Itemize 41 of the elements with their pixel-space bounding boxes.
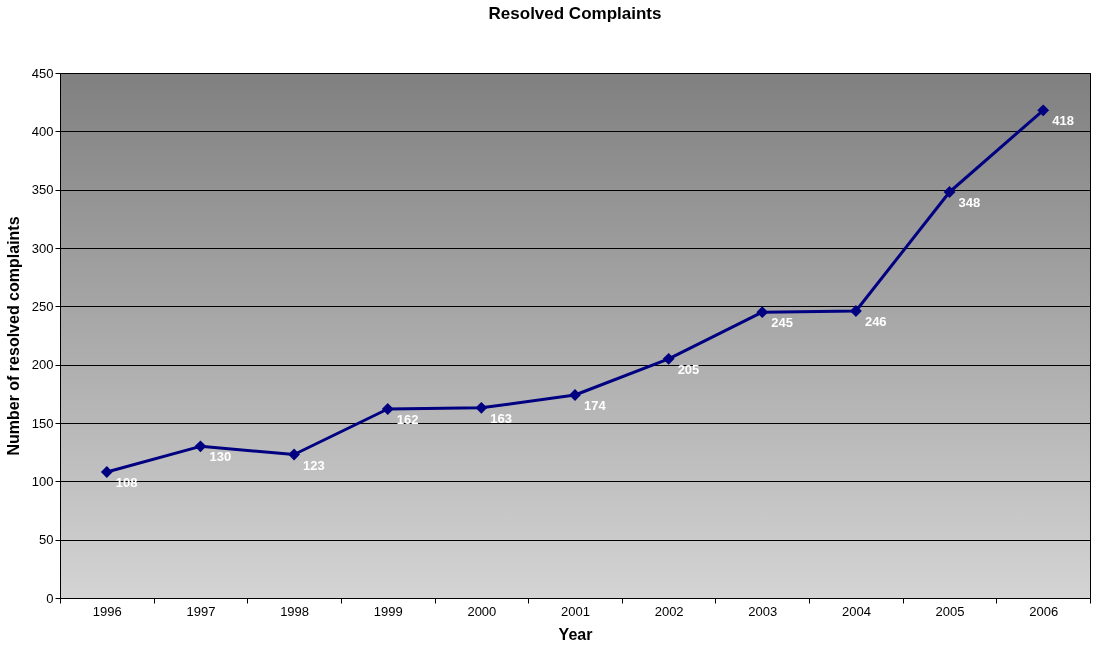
y-tick-label: 100: [31, 473, 54, 489]
point: [662, 352, 675, 365]
data-label: 174: [584, 398, 607, 413]
data-label: 205: [677, 361, 700, 377]
x-tick-label: 2001: [561, 603, 590, 619]
point: [475, 401, 488, 414]
x-tick-label: 2002: [654, 603, 684, 619]
data-label: 348: [958, 195, 981, 210]
y-tick-label: 250: [31, 298, 54, 314]
x-axis-title: Year: [558, 625, 593, 643]
point: [943, 186, 956, 198]
y-tick-label: 0: [46, 590, 54, 606]
data-label: 123: [303, 457, 325, 473]
x-tick-label: 1998: [280, 603, 310, 619]
data-label: 246: [864, 314, 887, 329]
point: [381, 403, 394, 415]
point: [288, 448, 301, 461]
x-tick-label: 1996: [92, 603, 122, 619]
y-tick-label: 200: [31, 357, 54, 373]
x-tick-label: 2000: [467, 603, 497, 619]
y-tick-label: 150: [31, 415, 54, 431]
data-label: 130: [209, 449, 232, 465]
point: [1037, 104, 1050, 117]
x-tick-label: 1999: [373, 603, 403, 619]
point: [100, 466, 113, 478]
x-tick-label: 1997: [186, 603, 216, 619]
y-tick-label: 300: [31, 240, 54, 256]
data-label: 418: [1052, 113, 1074, 129]
y-axis-title: Number of resolved complaints: [4, 216, 22, 456]
x-tick-label: 2006: [1029, 603, 1059, 619]
y-tick-label: 50: [39, 532, 54, 548]
y-tick-label: 450: [31, 65, 54, 81]
y-tick-label: 350: [31, 182, 54, 198]
x-tick-label: 2004: [841, 603, 871, 619]
y-tick-label: 400: [31, 123, 54, 139]
x-tick-label: 2003: [748, 603, 778, 619]
point: [194, 440, 207, 453]
chart-title: Resolved Complaints: [488, 4, 662, 23]
x-tick-label: 2005: [935, 603, 965, 619]
data-label: 163: [490, 410, 513, 426]
data-label: 245: [771, 315, 793, 331]
